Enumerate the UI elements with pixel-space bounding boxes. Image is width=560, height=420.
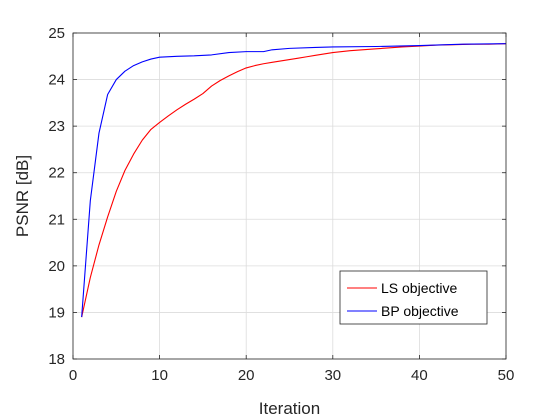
tick-marks: [72, 32, 507, 360]
legend: LS objective BP objective: [339, 270, 488, 325]
y-tick-label: 18: [48, 351, 65, 368]
plot-frame: [72, 32, 507, 360]
y-tick-label: 25: [48, 25, 65, 42]
y-tick-label: 19: [48, 304, 65, 321]
y-tick-label: 20: [48, 258, 65, 275]
x-tick-label: 20: [238, 367, 255, 384]
legend-box: [339, 270, 488, 325]
y-tick-label: 23: [48, 118, 65, 135]
tick-labels: 0 10 20 30 40 50 18 19 20 21 22 23 24 25: [48, 25, 514, 384]
y-axis-label: PSNR [dB]: [13, 155, 32, 237]
x-tick-label: 40: [411, 367, 428, 384]
legend-label-bp: BP objective: [381, 303, 459, 319]
y-tick-label: 22: [48, 165, 65, 182]
x-axis-label: Iteration: [259, 399, 320, 418]
series-line-ls-objective: [81, 43, 507, 318]
x-tick-label: 10: [151, 367, 168, 384]
x-tick-label: 0: [69, 367, 77, 384]
x-tick-label: 50: [498, 367, 515, 384]
series-lines: [81, 43, 507, 318]
y-tick-label: 24: [48, 72, 65, 89]
legend-label-ls: LS objective: [381, 280, 457, 296]
x-tick-label: 30: [324, 367, 341, 384]
y-tick-label: 21: [48, 211, 65, 228]
series-line-bp-objective: [81, 43, 507, 318]
